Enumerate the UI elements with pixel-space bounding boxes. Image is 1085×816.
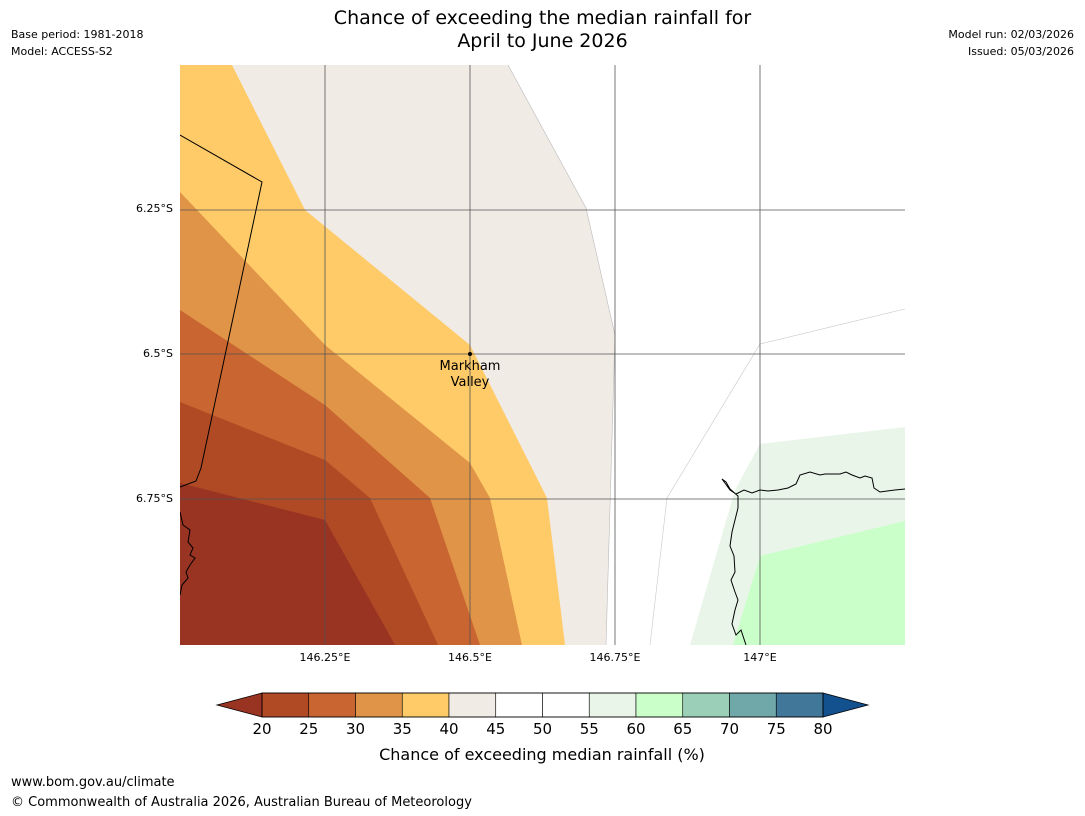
colorbar-tick-label: 80 <box>813 720 833 738</box>
place-name-line-2: Valley <box>450 375 490 390</box>
model-run-text: Model run: 02/03/2026 <box>948 28 1074 41</box>
colorbar-cell-35_40 <box>401 692 450 718</box>
title-line-1: Chance of exceeding the median rainfall … <box>333 7 752 29</box>
colorbar-tick-label: 60 <box>626 720 646 738</box>
metadata-left: Base period: 1981-2018 Model: ACCESS-S2 <box>11 26 143 60</box>
longitude-label: 146.25°E <box>299 651 351 664</box>
colorbar-tick-label: 20 <box>252 720 272 738</box>
graticule <box>180 65 905 645</box>
title-line-2: April to June 2026 <box>457 30 628 52</box>
colorbar-tick-label: 30 <box>345 720 366 738</box>
zone-below-20 <box>180 483 395 645</box>
latitude-label: 6.25°S <box>136 202 173 215</box>
model-text: Model: ACCESS-S2 <box>11 45 113 58</box>
coastline <box>180 511 196 596</box>
colorbar-cell-65_70 <box>682 692 730 718</box>
colorbar-cell-60_65 <box>635 692 684 718</box>
map-title: Chance of exceeding the median rainfall … <box>0 7 1085 53</box>
footer-copyright: © Commonwealth of Australia 2026, Austra… <box>11 795 472 810</box>
colorbar-under-arrow <box>215 692 263 718</box>
issued-text: Issued: 05/03/2026 <box>967 45 1074 58</box>
colorbar-cell-75_80 <box>775 692 824 718</box>
colorbar-tick-label: 75 <box>766 720 786 738</box>
colorbar-tick-label: 40 <box>439 720 459 738</box>
colorbar-cell-20_25 <box>261 692 310 718</box>
colorbar-tick-label: 45 <box>486 720 506 738</box>
colorbar-cell-30_35 <box>355 692 403 718</box>
colorbar-cell-25_30 <box>308 692 356 718</box>
zone-60-65 <box>733 521 905 645</box>
colorbar-outline <box>261 692 824 718</box>
contour-line <box>507 65 616 645</box>
province-boundary <box>180 134 263 488</box>
location-marker <box>468 352 472 356</box>
colorbar-tick-label: 35 <box>392 720 412 738</box>
longitude-label: 146.5°E <box>448 651 492 664</box>
colorbar-cell-45_50 <box>495 692 543 718</box>
contour-line <box>649 308 905 645</box>
colorbar-cell-40_45 <box>448 692 497 718</box>
colorbar-cell-55_60 <box>588 692 637 718</box>
colorbar-tick-label: 55 <box>579 720 599 738</box>
longitude-label: 146.75°E <box>589 651 641 664</box>
coastline <box>721 471 905 645</box>
colorbar-tick-label: 50 <box>532 720 553 738</box>
colorbar-over-arrow <box>822 692 870 718</box>
colorbar-label: Chance of exceeding median rainfall (%) <box>379 745 705 764</box>
colorbar-tick-label: 25 <box>299 720 319 738</box>
footer-url[interactable]: www.bom.gov.au/climate <box>11 775 175 790</box>
latitude-label: 6.5°S <box>143 347 173 360</box>
place-name-line-1: Markham <box>439 359 501 374</box>
metadata-right: Model run: 02/03/2026 Issued: 05/03/2026 <box>948 26 1074 60</box>
colorbar-cell-70_75 <box>729 692 777 718</box>
colorbar-tick-label: 65 <box>673 720 693 738</box>
base-period-text: Base period: 1981-2018 <box>11 28 144 41</box>
place-label: Markham Valley <box>440 359 501 391</box>
latitude-label: 6.75°S <box>136 492 173 505</box>
longitude-label: 147°E <box>743 651 777 664</box>
colorbar-tick-label: 70 <box>719 720 740 738</box>
colorbar-cell-50_55 <box>542 692 590 718</box>
